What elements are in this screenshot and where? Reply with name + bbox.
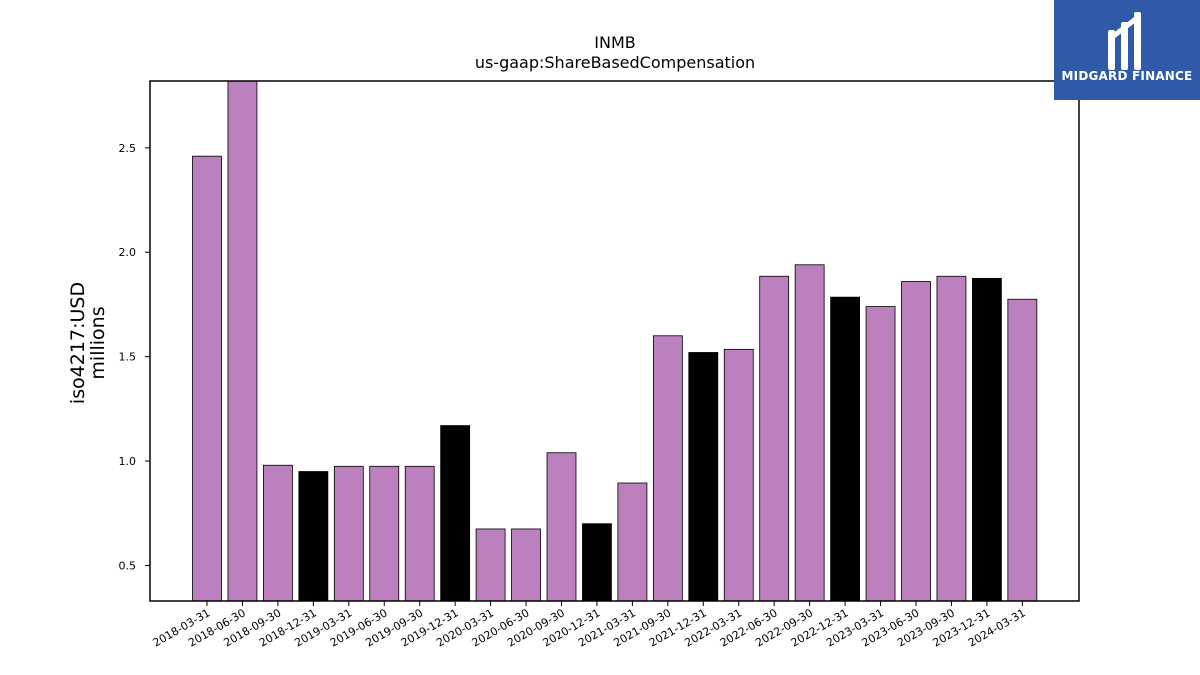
bar-2022-06-30 xyxy=(759,275,790,602)
bar-2022-03-31 xyxy=(723,348,754,602)
bars-group xyxy=(192,80,1038,602)
bar-2018-03-31 xyxy=(192,155,222,602)
y-axis-label: iso4217:USD xyxy=(67,282,89,404)
bar-2019-03-31 xyxy=(333,465,364,602)
bar-2018-12-31 xyxy=(298,471,329,602)
bar-2023-12-31 xyxy=(972,277,1002,602)
bar-2020-03-31 xyxy=(475,528,506,602)
bar-2018-09-30 xyxy=(262,464,293,602)
bar-2023-06-30 xyxy=(901,281,931,602)
chart-title: INMB xyxy=(594,33,635,52)
y-tick-label: 0.5 xyxy=(119,559,137,572)
bar-2018-06-30 xyxy=(227,80,258,602)
bar-2020-09-30 xyxy=(546,452,577,602)
logo-text: MIDGARD FINANCE xyxy=(1061,69,1193,83)
y-tick-label: 2.0 xyxy=(119,246,137,259)
bar-2021-12-31 xyxy=(688,352,719,602)
bar-2019-09-30 xyxy=(404,465,435,602)
bar-2022-09-30 xyxy=(794,264,825,602)
y-axis-unit-label: millions xyxy=(87,306,109,379)
bar-2021-09-30 xyxy=(652,335,683,602)
bar-2019-06-30 xyxy=(369,465,400,602)
bar-2022-12-31 xyxy=(830,296,860,602)
y-ticks-group: 0.5 1.0 1.5 2.0 2.5 xyxy=(119,142,150,572)
bar-2023-09-30 xyxy=(936,275,967,602)
bar-2023-03-31 xyxy=(865,306,896,602)
bar-2024-03-31 xyxy=(1007,298,1038,602)
chart-subtitle: us-gaap:ShareBasedCompensation xyxy=(475,53,755,72)
y-tick-label: 1.5 xyxy=(119,351,137,364)
y-tick-label: 1.0 xyxy=(119,455,137,468)
x-ticks-group: 2018-03-312018-06-302018-09-302018-12-31… xyxy=(151,601,1028,650)
logo-mark-icon xyxy=(1108,12,1141,70)
bar-2021-03-31 xyxy=(617,482,648,602)
bar-2019-12-31 xyxy=(440,425,471,602)
brand-logo: MIDGARD FINANCE xyxy=(1054,0,1200,100)
bar-2020-12-31 xyxy=(582,523,612,602)
plot-frame xyxy=(149,80,1080,602)
y-tick-label: 2.5 xyxy=(119,142,137,155)
bar-2020-06-30 xyxy=(511,528,541,602)
